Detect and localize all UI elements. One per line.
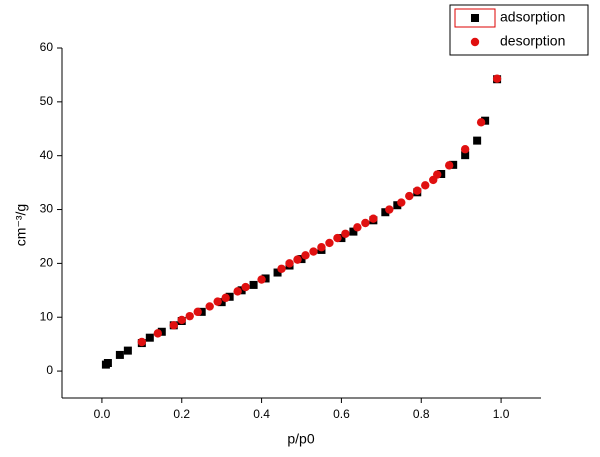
data-point (413, 186, 422, 195)
data-point (492, 74, 502, 83)
data-point (381, 208, 390, 217)
x-tick-label: 0.2 (173, 407, 190, 421)
data-point (193, 307, 202, 317)
x-tick-label: 1.0 (493, 407, 510, 421)
data-point (397, 198, 406, 207)
data-point (405, 191, 414, 201)
data-point (277, 264, 286, 273)
data-point (249, 280, 258, 289)
data-point (369, 214, 378, 223)
data-point (169, 321, 178, 330)
x-tick-label: 0.0 (94, 407, 111, 421)
data-point (473, 136, 482, 145)
data-point (103, 359, 112, 367)
data-point (385, 205, 394, 214)
y-tick-label: 0 (46, 363, 53, 377)
data-point (157, 327, 166, 336)
data-point (177, 315, 186, 325)
data-point (433, 170, 442, 179)
data-point (115, 350, 124, 359)
data-point (476, 118, 486, 127)
x-tick-label: 0.8 (413, 407, 430, 421)
data-point (285, 259, 294, 268)
y-tick-label: 60 (40, 40, 54, 54)
data-point (349, 227, 358, 236)
data-point (309, 247, 318, 256)
x-tick-label: 0.6 (333, 407, 350, 421)
data-point (421, 181, 430, 190)
data-point (293, 255, 302, 264)
data-point (325, 238, 334, 248)
legend-label: adsorption (500, 9, 565, 25)
data-point (273, 268, 282, 277)
x-tick-label: 0.4 (253, 407, 270, 421)
data-point (460, 145, 470, 154)
legend-marker (470, 37, 480, 47)
y-tick-label: 40 (40, 148, 54, 162)
data-point (153, 329, 162, 338)
data-point (123, 346, 132, 355)
data-point (444, 161, 454, 170)
data-point (213, 297, 222, 306)
data-point (353, 223, 362, 232)
data-point (145, 333, 154, 342)
data-point (341, 229, 350, 238)
data-point (461, 151, 470, 160)
y-tick-label: 20 (40, 256, 54, 270)
y-tick-label: 30 (40, 202, 54, 216)
data-point (317, 243, 326, 252)
legend-box (449, 4, 589, 56)
data-point (393, 201, 402, 210)
legend-label: desorption (500, 33, 565, 49)
data-point (481, 116, 490, 125)
data-point (205, 302, 214, 311)
data-point (333, 233, 342, 243)
legend-highlight (454, 8, 496, 28)
data-point (361, 218, 370, 228)
y-tick-label: 50 (40, 94, 54, 108)
data-point (185, 311, 194, 321)
y-axis-label: cm⁻³/g (13, 204, 29, 246)
data-point (137, 337, 147, 347)
x-axis-label: p/p0 (287, 431, 314, 447)
data-point (241, 282, 250, 292)
data-point (233, 287, 242, 296)
data-point (301, 251, 310, 260)
data-point (221, 293, 230, 303)
legend-marker (471, 14, 479, 22)
data-point (257, 275, 266, 284)
y-tick-label: 10 (40, 309, 54, 323)
